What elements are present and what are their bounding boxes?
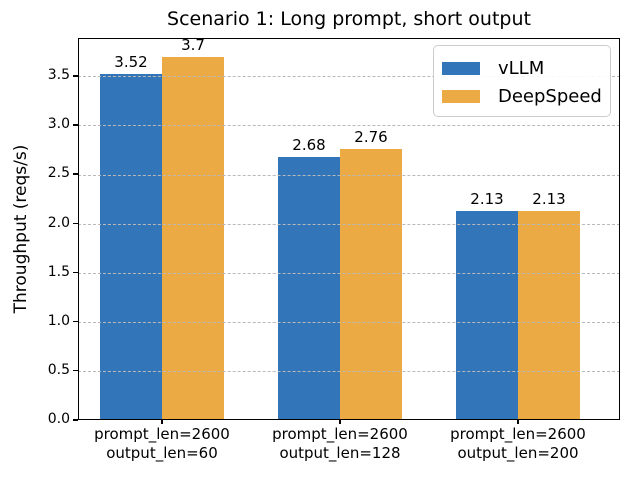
legend-swatch-deepspeed <box>442 89 480 103</box>
y-tick-label: 2.5 <box>47 165 70 182</box>
y-tick-label: 0.0 <box>47 411 70 427</box>
y-tick-mark <box>73 320 78 323</box>
bar-value-label: 3.52 <box>114 53 148 72</box>
x-tick-mark <box>161 420 163 424</box>
chart-title: Scenario 1: Long prompt, short output <box>167 8 531 30</box>
bar-vllm-group0 <box>100 74 162 420</box>
grid-line <box>78 174 620 176</box>
y-tick-mark <box>73 369 78 372</box>
grid-line <box>78 76 620 78</box>
plot-area: vLLM DeepSpeed 3.52 2.68 2.13 3.7 2.76 2.13 <box>78 35 620 420</box>
y-tick-mark <box>73 419 78 421</box>
x-tick-mark <box>339 420 341 424</box>
grid-line <box>78 321 620 323</box>
x-tick-label: prompt_len=2600 output_len=60 <box>72 425 252 463</box>
bar-vllm-group1 <box>278 156 340 420</box>
x-tick-label: prompt_len=2600 output_len=200 <box>428 425 608 463</box>
y-tick-label: 1.5 <box>47 263 70 280</box>
x-tick-label-line: prompt_len=2600 <box>450 425 586 443</box>
bar-value-label: 2.68 <box>292 135 326 154</box>
legend: vLLM DeepSpeed <box>433 45 611 117</box>
legend-row-deepspeed: DeepSpeed <box>442 82 610 110</box>
x-tick-label-line: output_len=200 <box>457 444 579 462</box>
bar-value-label: 3.7 <box>181 35 205 54</box>
y-tick-label: 0.5 <box>47 361 70 378</box>
bar-value-label: 2.76 <box>354 127 388 146</box>
grid-line <box>78 223 620 225</box>
bar-value-label: 2.13 <box>532 189 566 208</box>
x-tick-label-line: output_len=128 <box>279 444 401 462</box>
x-tick-label-line: prompt_len=2600 <box>272 425 408 443</box>
bar-deepspeed-group2 <box>518 210 580 420</box>
bar-value-label: 2.13 <box>470 189 504 208</box>
y-tick-mark <box>73 124 78 126</box>
legend-row-vllm: vLLM <box>442 54 610 82</box>
legend-label: vLLM <box>498 57 545 79</box>
y-tick-label: 3.5 <box>47 67 70 84</box>
legend-label: DeepSpeed <box>498 85 602 107</box>
y-tick-label: 2.0 <box>47 214 70 231</box>
grid-line <box>78 370 620 372</box>
bar-vllm-group2 <box>456 210 518 420</box>
y-tick-mark <box>73 222 78 225</box>
x-tick-label-line: prompt_len=2600 <box>94 425 230 443</box>
y-tick-label: 1.0 <box>47 312 70 329</box>
y-tick-mark <box>73 75 78 77</box>
y-tick-label: 3.0 <box>47 116 70 133</box>
grid-line <box>78 125 620 127</box>
x-tick-label: prompt_len=2600 output_len=128 <box>250 425 430 463</box>
bar-deepspeed-group1 <box>340 148 402 420</box>
x-tick-mark <box>517 420 519 424</box>
bar-deepspeed-group0 <box>162 56 224 420</box>
y-tick-mark <box>73 173 78 175</box>
x-tick-label-line: output_len=60 <box>106 444 218 462</box>
grid-line <box>78 272 620 274</box>
legend-swatch-vllm <box>442 61 480 75</box>
y-tick-mark <box>73 271 78 274</box>
